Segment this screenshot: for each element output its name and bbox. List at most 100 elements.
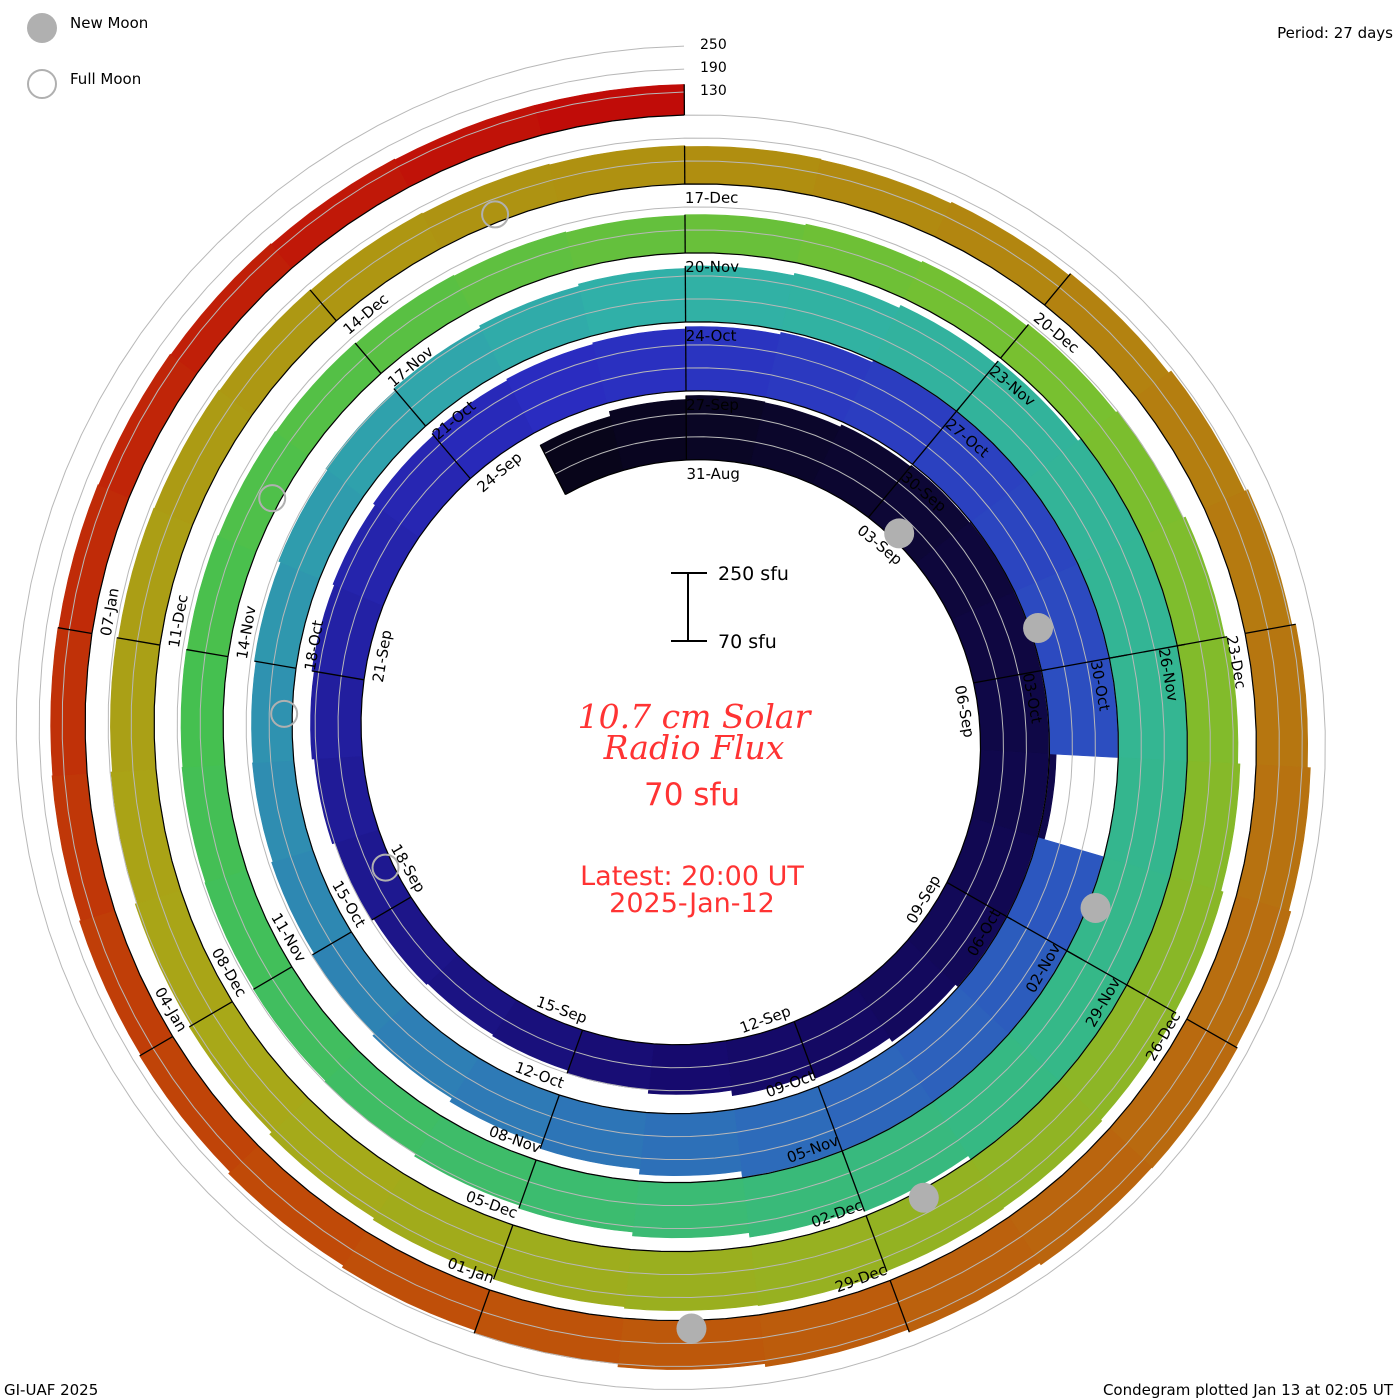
full-moon-marker [270, 699, 299, 728]
flux-bar [421, 163, 559, 250]
new-moon-legend-label: New Moon [70, 14, 148, 32]
day-separator [539, 444, 567, 495]
day-separator [566, 1029, 584, 1074]
moon-markers [258, 200, 1111, 1344]
chart-title-line2: Radio Flux [603, 728, 785, 767]
day-separator [793, 1021, 816, 1079]
day-separator [473, 1289, 491, 1334]
new-moon-marker [1080, 892, 1111, 923]
day-separator [911, 407, 960, 465]
day-label: 07-Jan [97, 587, 123, 638]
flux-bar [252, 759, 313, 863]
full-moon-marker [481, 200, 510, 229]
day-separator [841, 1150, 866, 1212]
chart-title-line1: 10.7 cm Solar [578, 697, 813, 736]
flux-bar [1236, 764, 1311, 912]
full-moon-marker [258, 484, 287, 513]
day-separator [492, 1224, 514, 1280]
flux-bar [578, 268, 686, 337]
flux-bar [518, 1159, 639, 1233]
ring-scale-190: 190 [700, 60, 727, 76]
day-separator [1126, 984, 1177, 1014]
flux-bar [181, 764, 247, 883]
flux-scale-bar [671, 572, 707, 642]
flux-bar [566, 1029, 655, 1090]
flux-bar [812, 159, 952, 237]
day-separator [1066, 950, 1135, 990]
day-separator [1245, 623, 1296, 635]
day-separator [867, 465, 912, 518]
new-moon-marker [908, 1182, 939, 1213]
flux-bar [51, 773, 115, 921]
day-separator [116, 637, 161, 646]
period-label: Period: 27 days [1277, 24, 1393, 42]
flux-bar [638, 1109, 742, 1176]
full-moon-legend-label: Full Moon [70, 70, 141, 88]
flux-bar [534, 84, 685, 136]
flux-bar [549, 145, 686, 203]
day-label: 06-Sep [951, 684, 978, 739]
day-separators [57, 84, 1296, 1334]
day-separator [1109, 643, 1185, 659]
footer-credit: GI-UAF 2025 [4, 1381, 98, 1399]
scale-top-label: 250 sfu [718, 563, 789, 585]
day-label: 20-Nov [685, 258, 739, 276]
baseline-spiral [84, 114, 1257, 1322]
day-separator [188, 1001, 233, 1028]
baseline-label: 70 sfu [644, 777, 740, 813]
day-separator [57, 627, 93, 635]
day-separator [1186, 1018, 1238, 1049]
flux-bar [608, 399, 687, 471]
latest-time: Latest: 20:00 UT [580, 861, 804, 892]
day-separator [1177, 636, 1228, 647]
day-separator [186, 648, 229, 658]
day-separator [312, 931, 352, 956]
day-label: 31-Aug [686, 465, 740, 483]
new-moon-marker [1023, 612, 1054, 643]
day-separator [539, 1094, 560, 1149]
latest-date: 2025-Jan-12 [609, 888, 775, 919]
day-label: 24-Oct [686, 327, 737, 345]
day-separator [956, 360, 999, 412]
day-separator [309, 289, 337, 322]
scale-bottom-label: 70 sfu [718, 631, 777, 653]
ring-scale-250: 250 [700, 37, 727, 53]
full-moon-legend-icon [27, 69, 57, 99]
day-separator [354, 342, 382, 374]
day-separator [139, 1035, 174, 1057]
day-label: 17-Dec [685, 189, 739, 207]
flux-bar [110, 768, 181, 904]
new-moon-marker [676, 1313, 707, 1344]
flux-bar [493, 1224, 632, 1308]
new-moon-marker [884, 518, 915, 549]
day-separator [865, 1215, 888, 1272]
grid-spiral-130 [61, 91, 1280, 1345]
ring-scale-130: 130 [700, 83, 727, 99]
flux-bar [539, 1094, 647, 1170]
day-separator [254, 660, 297, 669]
day-separator [371, 896, 412, 921]
day-separator [817, 1086, 845, 1156]
flux-bar [251, 661, 297, 764]
grid-spiral-190 [38, 68, 1303, 1367]
day-separator [431, 433, 471, 480]
flux-bar [180, 649, 229, 768]
flux-bar [539, 415, 624, 495]
flux-bar [624, 1246, 759, 1311]
day-separator [946, 881, 1012, 920]
day-label: 27-Sep [686, 396, 739, 414]
day-separator [889, 1280, 910, 1333]
footer-plotted: Condegram plotted Jan 13 at 02:05 UT [1103, 1381, 1394, 1399]
day-separator [311, 670, 365, 681]
new-moon-legend-icon [27, 13, 57, 43]
day-separator [518, 1159, 537, 1209]
flux-bar [565, 215, 686, 270]
day-separator [1044, 273, 1072, 306]
day-separator [1000, 324, 1029, 359]
full-moon-marker [371, 853, 400, 882]
day-separator [973, 669, 1047, 684]
grid-spirals [15, 45, 1326, 1390]
day-separator [393, 388, 427, 427]
day-separator [253, 966, 293, 990]
